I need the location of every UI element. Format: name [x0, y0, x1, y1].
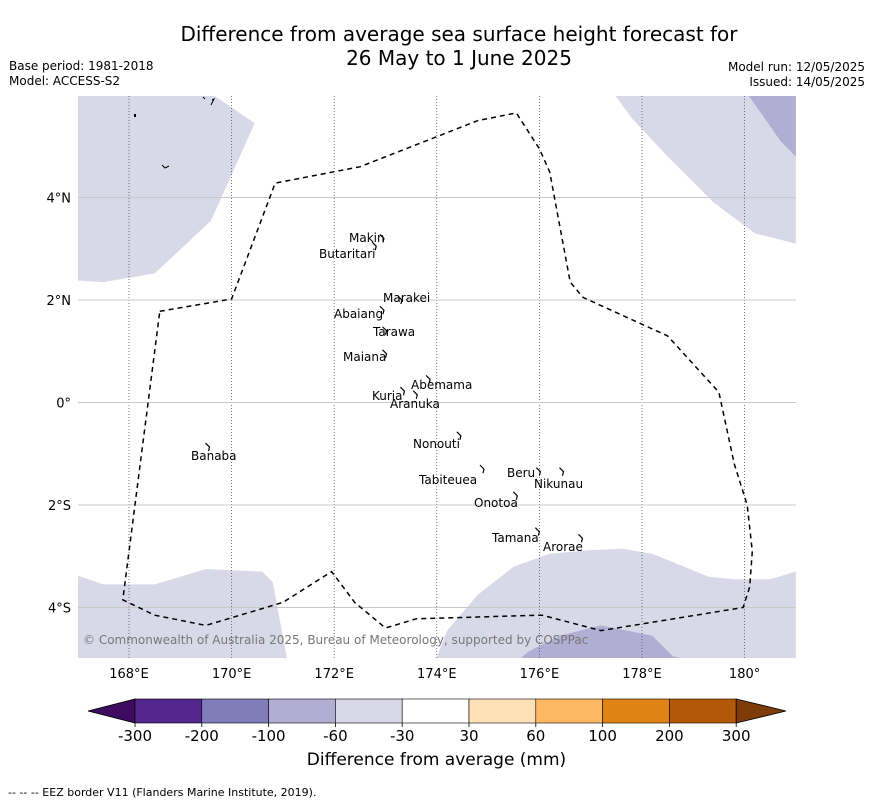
island-outline	[534, 527, 541, 536]
lon-tick-label: 176°E	[520, 667, 560, 682]
island-outline	[379, 234, 385, 243]
colorbar-bin	[401, 698, 470, 724]
island-label: Nonouti	[413, 437, 460, 451]
lat-tick-label: 4°S	[48, 602, 71, 617]
island-outline	[371, 241, 377, 251]
island-outline	[425, 375, 431, 384]
island-label: Abemama	[411, 378, 472, 392]
island-outline	[479, 464, 485, 474]
island-label: Marakei	[383, 291, 430, 305]
island-outline	[578, 533, 584, 543]
island-label: Tamana	[491, 531, 539, 545]
issued-date: Issued: 14/05/2025	[749, 75, 865, 89]
colorbar-tick-label: -200	[185, 727, 219, 745]
island-label: Kuria	[372, 389, 403, 403]
anomaly-region-6	[520, 625, 680, 658]
island-outline	[379, 305, 385, 315]
colorbar-tick-label: -60	[323, 727, 348, 745]
anomaly-region-1	[78, 96, 255, 283]
colorbar-bin	[335, 698, 403, 724]
base-period: Base period: 1981-2018	[9, 59, 154, 73]
lon-tick-label: 174°E	[417, 667, 457, 682]
island-outline	[205, 442, 211, 452]
colorbar-tick-label: -30	[390, 727, 415, 745]
lon-tick-label: 168°E	[109, 667, 149, 682]
island-label: Beru	[507, 466, 535, 480]
colorbar-bin	[602, 698, 670, 724]
island-outline	[397, 295, 403, 305]
colorbar-bin	[468, 698, 537, 724]
island-outline	[456, 431, 462, 440]
colorbar-tick-label: 200	[655, 727, 684, 745]
lon-tick-label: 178°E	[622, 667, 662, 682]
lat-tick-label: 2°S	[48, 499, 71, 514]
colorbar-tick-label: 100	[588, 727, 617, 745]
title-line-1: Difference from average sea surface heig…	[180, 22, 738, 46]
island-label: Arorae	[543, 540, 583, 554]
island-outline	[512, 491, 518, 500]
colorbar-tick-label: -300	[118, 727, 152, 745]
island-outline	[382, 349, 388, 358]
island-label: Makin	[349, 231, 385, 245]
island-label: Aranuka	[390, 397, 440, 411]
reef-shape	[161, 164, 170, 169]
lat-tick-label: 0°	[56, 397, 71, 412]
colorbar-bin	[535, 698, 603, 724]
island-label: Maiana	[343, 350, 386, 364]
lat-tick-label: 2°N	[47, 294, 72, 309]
island-outline	[382, 326, 388, 335]
colorbar-title: Difference from average (mm)	[306, 750, 567, 770]
lon-tick-label: 170°E	[212, 667, 252, 682]
island-label: Butaritari	[319, 247, 376, 261]
island-label: Nikunau	[534, 477, 583, 491]
colorbar-extend-high	[735, 698, 787, 724]
lon-tick-label: 172°E	[314, 667, 354, 682]
island-outline	[400, 386, 406, 396]
colorbar-bin	[669, 698, 737, 724]
eez-border	[121, 112, 754, 632]
colorbar: -300 -200 -100 -60 -30 30 60 100 200 300	[87, 698, 787, 745]
reef-shape	[134, 114, 136, 117]
colorbar-extend-low	[87, 698, 136, 724]
meta-right: Model run: 12/05/2025 Issued: 14/05/2025	[728, 60, 865, 90]
copyright-text: © Commonwealth of Australia 2025, Bureau…	[83, 633, 588, 647]
meta-left: Base period: 1981-2018 Model: ACCESS-S2	[9, 59, 154, 89]
island-label: Abaiang	[334, 307, 383, 321]
anomaly-region-2	[615, 96, 796, 244]
anomaly-region-3	[748, 96, 796, 157]
colorbar-tick-label: 30	[459, 727, 478, 745]
title-line-2: 26 May to 1 June 2025	[346, 46, 572, 70]
island-outline	[559, 467, 565, 476]
colorbar-bin	[268, 698, 336, 724]
colorbar-tick-label: -100	[252, 727, 286, 745]
model-run: Model run: 12/05/2025	[727, 60, 865, 74]
island-outline	[535, 467, 542, 476]
island-label: Tarawa	[372, 325, 415, 339]
reef-shape	[202, 96, 216, 106]
lon-tick-label: 180°	[729, 667, 760, 682]
chart-title: Difference from average sea surface heig…	[0, 22, 873, 70]
island-outline	[412, 390, 418, 399]
island-label: Onotoa	[474, 496, 518, 510]
colorbar-bin	[201, 698, 269, 724]
colorbar-tick-label: 300	[722, 727, 751, 745]
colorbar-bin	[134, 698, 203, 724]
anomaly-region-5	[436, 548, 796, 658]
model-name: Model: ACCESS-S2	[9, 74, 121, 88]
eez-footnote: -- -- -- EEZ border V11 (Flanders Marine…	[8, 786, 317, 799]
lat-tick-label: 4°N	[47, 192, 72, 207]
island-label: Tabiteuea	[418, 473, 477, 487]
island-label: Banaba	[191, 449, 237, 463]
colorbar-tick-label: 60	[526, 727, 545, 745]
anomaly-region-4	[78, 569, 287, 658]
